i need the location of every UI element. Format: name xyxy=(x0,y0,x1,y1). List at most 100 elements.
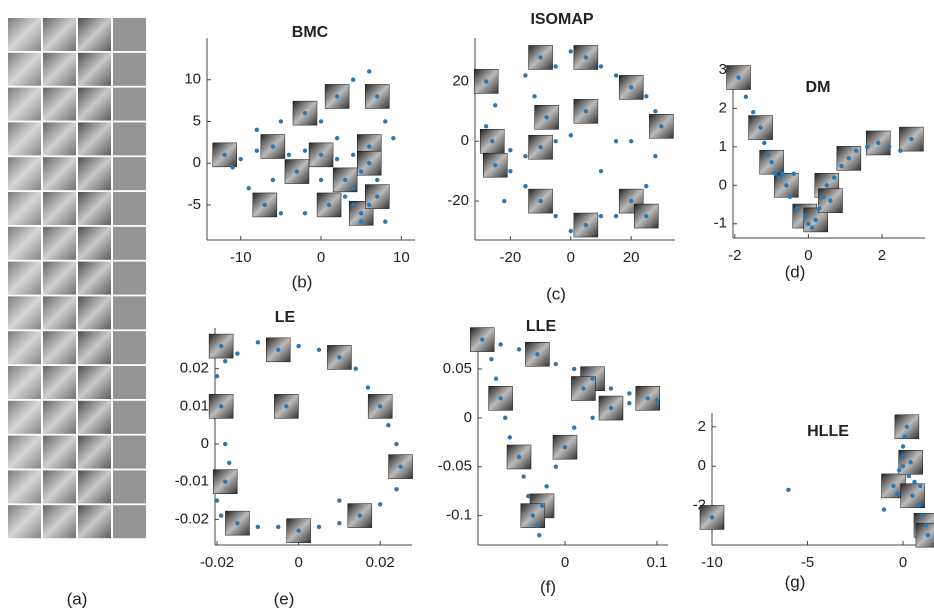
point xyxy=(334,94,340,99)
point xyxy=(493,103,498,108)
point xyxy=(318,152,324,158)
face-thumbnail xyxy=(488,386,513,411)
point xyxy=(358,169,364,174)
point xyxy=(613,73,619,78)
point xyxy=(538,145,543,150)
point xyxy=(762,140,767,146)
face-thumbnail xyxy=(252,192,278,218)
point xyxy=(780,171,785,176)
chart-panel: -20 0 20 -20 0 20 ISOMAP (c) xyxy=(447,11,675,303)
point xyxy=(367,202,372,208)
face-image xyxy=(8,157,41,191)
face-image xyxy=(8,435,41,469)
point xyxy=(367,69,372,74)
face-image xyxy=(43,122,76,156)
point xyxy=(553,361,559,367)
chart-title: LE xyxy=(275,309,296,326)
point xyxy=(516,347,522,352)
y-tick-label: 0 xyxy=(719,176,727,193)
point xyxy=(644,183,649,189)
y-tick-label: 10 xyxy=(184,71,201,88)
face-image xyxy=(8,331,41,365)
point xyxy=(895,491,900,496)
point xyxy=(627,391,632,396)
point xyxy=(891,483,896,489)
y-tick-label: 0 xyxy=(201,435,209,452)
y-tick-label: 0.05 xyxy=(443,360,472,377)
point xyxy=(653,109,658,114)
y-tick-label: -1 xyxy=(714,215,727,232)
point xyxy=(919,513,925,518)
point xyxy=(493,376,499,381)
point xyxy=(508,148,513,153)
point xyxy=(828,198,833,203)
point xyxy=(521,474,526,479)
face-thumbnail xyxy=(573,99,599,124)
face-image xyxy=(78,505,111,539)
face-image xyxy=(43,400,76,434)
face-image xyxy=(43,296,76,330)
y-tick-label: 3 xyxy=(719,61,727,78)
point xyxy=(270,144,276,149)
face-image xyxy=(8,400,41,434)
point xyxy=(787,194,793,200)
point xyxy=(227,460,232,466)
point xyxy=(302,211,308,216)
point xyxy=(284,404,289,409)
point xyxy=(865,144,870,150)
point xyxy=(255,340,261,345)
face-thumbnail xyxy=(818,188,843,213)
point xyxy=(302,110,308,116)
point xyxy=(375,94,380,99)
face-image xyxy=(78,157,111,191)
point xyxy=(523,73,528,78)
point xyxy=(246,186,251,191)
point xyxy=(795,206,800,211)
x-tick-label: 0 xyxy=(561,554,569,571)
point xyxy=(503,415,508,421)
point xyxy=(846,156,852,161)
y-tick-label: -5 xyxy=(188,196,201,213)
point xyxy=(900,444,906,449)
point xyxy=(654,398,660,403)
x-tick-label: 0 xyxy=(804,247,812,264)
face-image xyxy=(113,296,146,330)
panel-caption: (a) xyxy=(67,589,88,608)
point xyxy=(553,139,558,144)
face-image xyxy=(113,192,146,225)
point xyxy=(296,343,301,349)
point xyxy=(769,159,774,165)
chart-title: BMC xyxy=(292,24,329,41)
chart-panel: -0.02 -0.01 0 0.01 0.02 -0.02 0 0.02 LE (e) xyxy=(175,309,413,608)
point xyxy=(377,502,383,507)
point xyxy=(608,405,614,411)
face-image xyxy=(78,470,111,504)
point xyxy=(342,177,348,183)
point xyxy=(490,139,495,144)
point xyxy=(523,183,528,189)
point xyxy=(908,460,913,465)
chart-title: LLE xyxy=(526,318,557,335)
face-image xyxy=(78,261,111,295)
point xyxy=(590,415,595,421)
point xyxy=(598,213,604,219)
face-image xyxy=(43,18,76,51)
x-tick-label: -0.02 xyxy=(200,554,234,571)
point xyxy=(502,198,507,204)
face-thumbnail xyxy=(308,142,334,168)
point xyxy=(598,168,604,174)
point xyxy=(398,464,403,469)
chart-panel: -5 0 5 10 -10 0 10 BMC (b) xyxy=(184,24,415,291)
face-image xyxy=(43,261,76,295)
point xyxy=(532,94,537,99)
face-image xyxy=(8,226,41,260)
x-tick-label: 0 xyxy=(567,249,575,266)
point xyxy=(391,135,396,141)
face-image xyxy=(113,122,146,156)
point xyxy=(365,385,371,390)
y-tick-label: 0.01 xyxy=(180,397,209,414)
point xyxy=(628,198,634,204)
point xyxy=(839,163,844,169)
x-tick-label: 2 xyxy=(878,247,886,264)
face-image xyxy=(78,122,111,156)
